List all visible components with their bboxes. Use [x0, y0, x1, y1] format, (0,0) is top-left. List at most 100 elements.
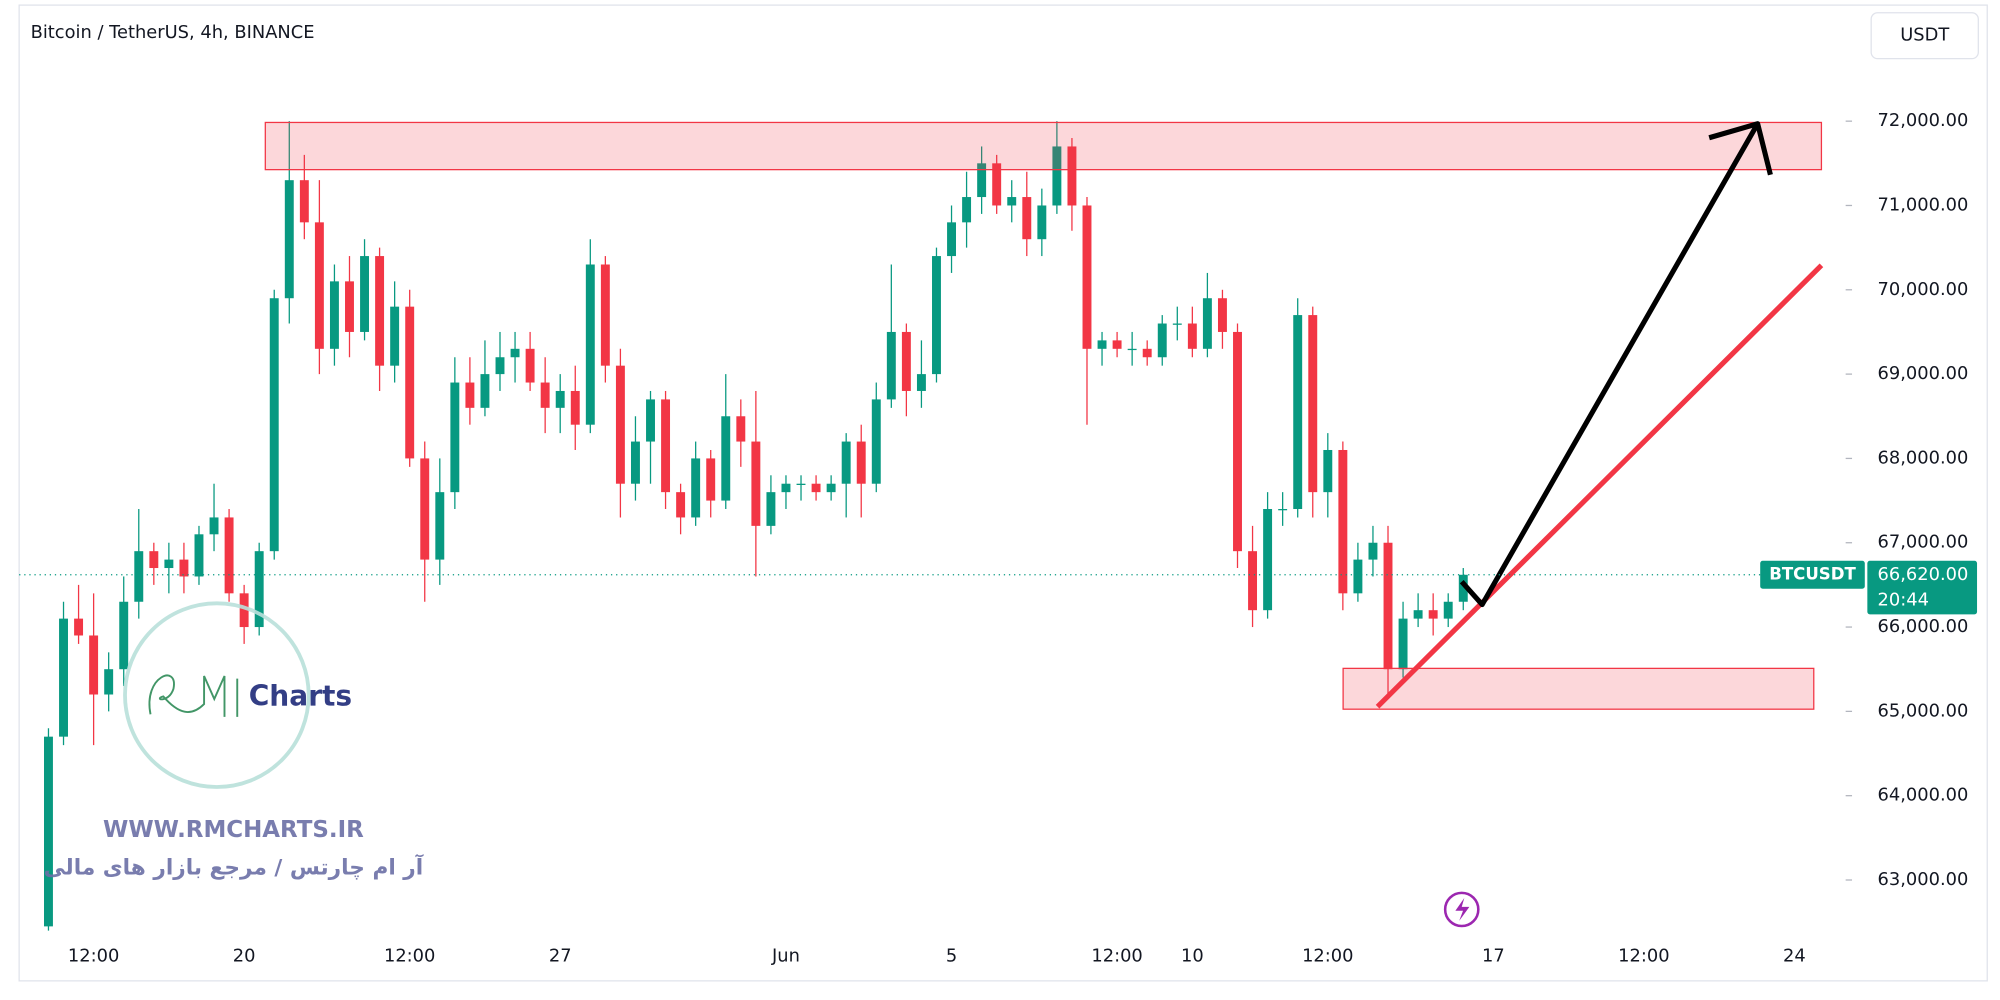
x-tick-label: 27	[549, 946, 572, 967]
y-tick-label: 67,000.00	[1878, 532, 1969, 553]
logo-ring	[123, 601, 311, 789]
candle-body	[1217, 298, 1227, 332]
candles	[44, 121, 1468, 931]
candle-body	[977, 163, 987, 198]
candle-body	[224, 517, 234, 594]
candle-body	[796, 483, 806, 485]
candle-body	[329, 281, 339, 349]
candle-body	[44, 736, 53, 927]
candle-body	[1413, 610, 1423, 619]
candle-body	[1082, 205, 1092, 349]
candle-body	[781, 483, 791, 493]
candle-body	[495, 357, 505, 375]
candle-body	[420, 458, 430, 560]
candle-body	[360, 256, 370, 332]
price-tag	[1867, 560, 1978, 615]
candle-body	[615, 365, 625, 484]
candle-body	[841, 441, 851, 484]
candle-body	[450, 382, 460, 493]
candle-body	[676, 492, 686, 518]
candle-body	[1293, 315, 1303, 510]
candle-body	[405, 306, 415, 459]
candle-body	[375, 256, 385, 366]
symbol-tag-label: BTCUSDT	[1769, 564, 1856, 583]
candle-body	[540, 382, 550, 408]
countdown-label: 20:44	[1878, 589, 1929, 610]
candle-body	[119, 601, 129, 670]
frame	[18, 4, 1988, 982]
candle-body	[811, 483, 821, 493]
x-tick-label: 12:00	[68, 946, 119, 967]
candle-body	[916, 374, 926, 391]
candle-body	[736, 416, 746, 442]
projection-arrow	[1459, 122, 1760, 608]
candle-body	[239, 593, 249, 628]
candle-body	[1338, 449, 1348, 594]
currency-button[interactable]	[1870, 12, 1979, 60]
candle-body	[104, 669, 114, 695]
candle-body	[59, 618, 68, 737]
candle-body	[570, 390, 580, 425]
candle-body	[661, 399, 671, 493]
x-tick-label: 12:00	[384, 946, 435, 967]
candle-body	[1263, 509, 1273, 611]
candle-body	[1323, 449, 1333, 493]
x-tick-label: 17	[1482, 946, 1505, 967]
candle-body	[706, 458, 716, 501]
x-tick-label: 5	[946, 946, 957, 967]
candle-body	[74, 618, 84, 636]
y-tick-label: 68,000.00	[1878, 447, 1969, 468]
x-tick-label: Jun	[771, 946, 800, 967]
candle-body	[721, 416, 731, 501]
candle-body	[134, 551, 144, 602]
candle-body	[947, 222, 956, 257]
candle-body	[1067, 146, 1077, 206]
candle-body	[1022, 197, 1032, 240]
candle-body	[179, 559, 189, 577]
resistance-zone	[264, 121, 1823, 171]
y-tick-label: 69,000.00	[1878, 363, 1969, 384]
candle-body	[1428, 610, 1438, 619]
chart-title: Bitcoin / TetherUS, 4h, BINANCE	[31, 22, 315, 43]
support-zone	[1342, 667, 1815, 710]
y-tick-label: 70,000.00	[1878, 279, 1969, 300]
watermark: Charts WWW.RMCHARTS.IR آر ام چارتس / مرج…	[44, 601, 424, 881]
candle-body	[435, 492, 445, 560]
candle-body	[1353, 559, 1363, 594]
candle-body	[209, 517, 219, 535]
alert-bolt	[1455, 897, 1470, 921]
candle-body	[1383, 542, 1393, 670]
candle-body	[1112, 340, 1122, 349]
y-tick-label: 71,000.00	[1878, 194, 1969, 215]
candle-body	[390, 306, 400, 366]
candle-body	[1142, 348, 1152, 358]
candle-body	[1398, 618, 1408, 670]
candle-body	[555, 390, 565, 408]
watermark-tagline: آر ام چارتس / مرجع بازار های مالی	[44, 854, 424, 881]
candle-body	[194, 534, 204, 577]
candle-body	[600, 264, 610, 366]
candle-body	[1443, 601, 1453, 619]
candle-body	[932, 256, 941, 375]
candle-body	[751, 441, 761, 526]
candle-body	[1308, 315, 1318, 493]
candle-body	[1458, 574, 1468, 602]
candle-body	[269, 298, 279, 552]
candle-body	[962, 197, 972, 223]
candle-body	[1368, 542, 1378, 560]
candle-body	[1052, 146, 1062, 206]
x-tick-label: 20	[233, 946, 256, 967]
currency-label: USDT	[1900, 25, 1949, 46]
candle-body	[871, 399, 881, 484]
candle-body	[1097, 340, 1107, 349]
candle-body	[1248, 551, 1258, 611]
candle-body	[510, 348, 520, 358]
candle-body	[1172, 323, 1182, 325]
candle-body	[646, 399, 655, 442]
x-tick-label: 12:00	[1618, 946, 1669, 967]
x-tick-label: 10	[1181, 946, 1204, 967]
alert-icon[interactable]	[1443, 891, 1480, 928]
y-tick-label: 72,000.00	[1878, 110, 1969, 131]
